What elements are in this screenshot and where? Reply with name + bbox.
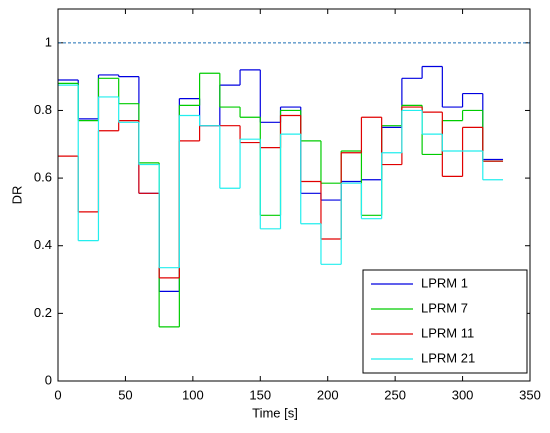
legend-label: LPRM 7 [421, 300, 468, 315]
x-tick-label: 50 [118, 387, 132, 402]
legend-box [362, 269, 528, 374]
y-tick-label: 0 [45, 372, 52, 387]
y-tick-label: 0.2 [34, 305, 52, 320]
legend-label: LPRM 21 [421, 350, 475, 365]
y-tick-label: 0.4 [34, 237, 52, 252]
y-tick-label: 0.8 [34, 102, 52, 117]
y-tick-label: 1 [45, 34, 52, 49]
legend-label: LPRM 11 [421, 325, 474, 340]
x-axis-label: Time [s] [252, 405, 298, 420]
plot-frame [57, 8, 531, 382]
y-axis-label: DR [9, 186, 24, 205]
x-tick-label: 250 [384, 387, 406, 402]
x-tick-label: 200 [317, 387, 339, 402]
x-tick-label: 100 [182, 387, 204, 402]
series [58, 84, 504, 269]
x-tick-label: 150 [249, 387, 271, 402]
legend-label: LPRM 1 [421, 275, 468, 290]
x-tick-label: 300 [452, 387, 474, 402]
x-tick-label: 0 [54, 387, 61, 402]
x-tick-label: 350 [519, 387, 541, 402]
y-tick-label: 0.6 [34, 170, 52, 185]
